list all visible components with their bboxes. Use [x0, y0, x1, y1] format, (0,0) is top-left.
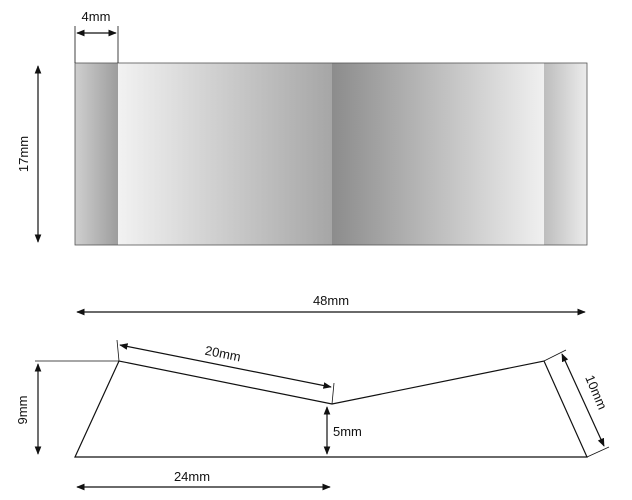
- dim-total-length-label: 48mm: [313, 293, 349, 308]
- dim-top-width: 4mm: [74, 9, 119, 63]
- dim-half-base: 24mm: [76, 469, 331, 491]
- dim-front-height-label: 17mm: [16, 136, 31, 172]
- dim-half-base-label: 24mm: [174, 469, 210, 484]
- side-profile-outline: [74, 360, 588, 458]
- dim-slope-length: 20mm: [116, 339, 335, 405]
- right-edge-face: [544, 63, 587, 245]
- dim-left-height-label: 9mm: [15, 396, 30, 425]
- dim-slope-length-label: 20mm: [204, 343, 242, 365]
- top-view-panel: [74, 62, 588, 246]
- dim-center-height: 5mm: [323, 406, 362, 455]
- dim-right-slope-label: 10mm: [582, 373, 610, 412]
- dim-top-width-label: 4mm: [82, 9, 111, 24]
- right-slope-face: [332, 63, 544, 245]
- panel-border: [74, 62, 588, 246]
- dim-right-slope: 10mm: [543, 349, 610, 458]
- dim-left-height: 9mm: [15, 360, 119, 455]
- left-slope-face: [118, 63, 332, 245]
- dim-front-height: 17mm: [16, 65, 42, 243]
- dim-center-height-label: 5mm: [333, 424, 362, 439]
- dim-total-length: 48mm: [76, 293, 586, 316]
- left-edge-face: [75, 63, 118, 245]
